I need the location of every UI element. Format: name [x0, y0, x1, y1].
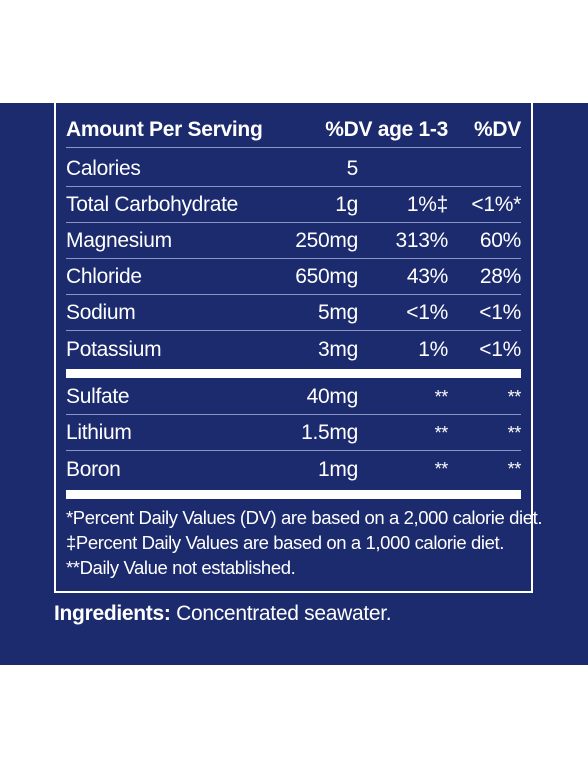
nutrient-amount: 40mg	[306, 385, 359, 408]
nutrient-amount: 1mg	[318, 457, 358, 481]
ingredients-text: Concentrated seawater.	[170, 602, 392, 625]
supplement-facts-table: Amount Per Serving %DV age 1-3 %DV Calor…	[54, 103, 542, 593]
table-row: Lithium 1.5mg ** **	[66, 416, 521, 451]
nutrient-name: Sulfate	[66, 385, 130, 408]
nutrient-amount: 1.5mg	[301, 421, 358, 444]
nutrient-name: Chloride	[66, 265, 142, 288]
table-row: Sodium 5mg <1% <1%	[66, 296, 521, 331]
nutrient-dv-adult: **	[507, 386, 522, 407]
nutrient-dv-adult: <1%	[479, 301, 521, 324]
nutrient-dv-child: 1%	[418, 337, 448, 361]
footnote-dv-not-established: **Daily Value not established.	[66, 557, 296, 578]
table-row: Potassium 3mg 1% <1%	[66, 332, 521, 367]
nutrient-amount: 5mg	[318, 301, 358, 324]
ingredients-label: Ingredients:	[54, 602, 171, 625]
nutrient-dv-child: 1%‡	[406, 193, 448, 216]
header-amount-per-serving: Amount Per Serving	[66, 118, 263, 141]
table-row: Magnesium 250mg 313% 60%	[66, 224, 521, 259]
nutrient-dv-adult: <1%*	[471, 193, 521, 216]
nutrient-name: Calories	[66, 157, 141, 180]
nutrient-dv-child: **	[434, 422, 449, 443]
nutrient-name: Boron	[66, 457, 121, 481]
nutrient-amount: 1g	[335, 193, 358, 216]
nutrient-amount: 5	[346, 157, 359, 180]
footnotes: *Percent Daily Values (DV) are based on …	[66, 505, 542, 580]
nutrient-name: Magnesium	[66, 229, 172, 252]
nutrient-dv-adult: **	[507, 422, 522, 443]
nutrient-dv-adult: 60%	[479, 229, 521, 252]
header-dv-age-1-3: %DV age 1-3	[325, 118, 448, 141]
header-dv: %DV	[474, 118, 521, 141]
nutrient-amount: 250mg	[295, 229, 358, 252]
nutrient-dv-adult: 28%	[479, 265, 521, 288]
table-row: Sulfate 40mg ** **	[66, 380, 521, 415]
nutrient-dv-child: **	[434, 386, 449, 407]
nutrient-name: Total Carbohydrate	[66, 193, 239, 216]
nutrient-name: Sodium	[66, 301, 136, 324]
ingredients-line: Ingredients: Concentrated seawater.	[54, 602, 392, 626]
nutrient-dv-child: <1%	[406, 301, 448, 324]
table-row: Chloride 650mg 43% 28%	[66, 260, 521, 295]
table-row: Boron 1mg ** **	[66, 452, 521, 487]
nutrient-name: Lithium	[66, 421, 132, 444]
nutrient-amount: 3mg	[318, 337, 358, 361]
section-divider	[66, 490, 521, 499]
table-header-row: Amount Per Serving %DV age 1-3 %DV	[66, 113, 521, 148]
table-row: Calories 5	[66, 152, 521, 187]
label-panel	[0, 103, 588, 665]
nutrient-dv-child: 43%	[406, 265, 448, 288]
footnote-dv-2000: *Percent Daily Values (DV) are based on …	[66, 507, 543, 528]
nutrient-dv-adult: **	[507, 459, 522, 479]
nutrient-amount: 650mg	[295, 265, 358, 288]
footnote-dv-1000: ‡Percent Daily Values are based on a 1,0…	[66, 532, 504, 553]
nutrient-dv-child: **	[434, 459, 449, 479]
section-divider	[66, 369, 521, 378]
nutrient-name: Potassium	[66, 337, 162, 361]
nutrient-dv-child: 313%	[395, 229, 448, 252]
nutrient-dv-adult: <1%	[479, 337, 521, 361]
table-row: Total Carbohydrate 1g 1%‡ <1%*	[66, 188, 521, 223]
